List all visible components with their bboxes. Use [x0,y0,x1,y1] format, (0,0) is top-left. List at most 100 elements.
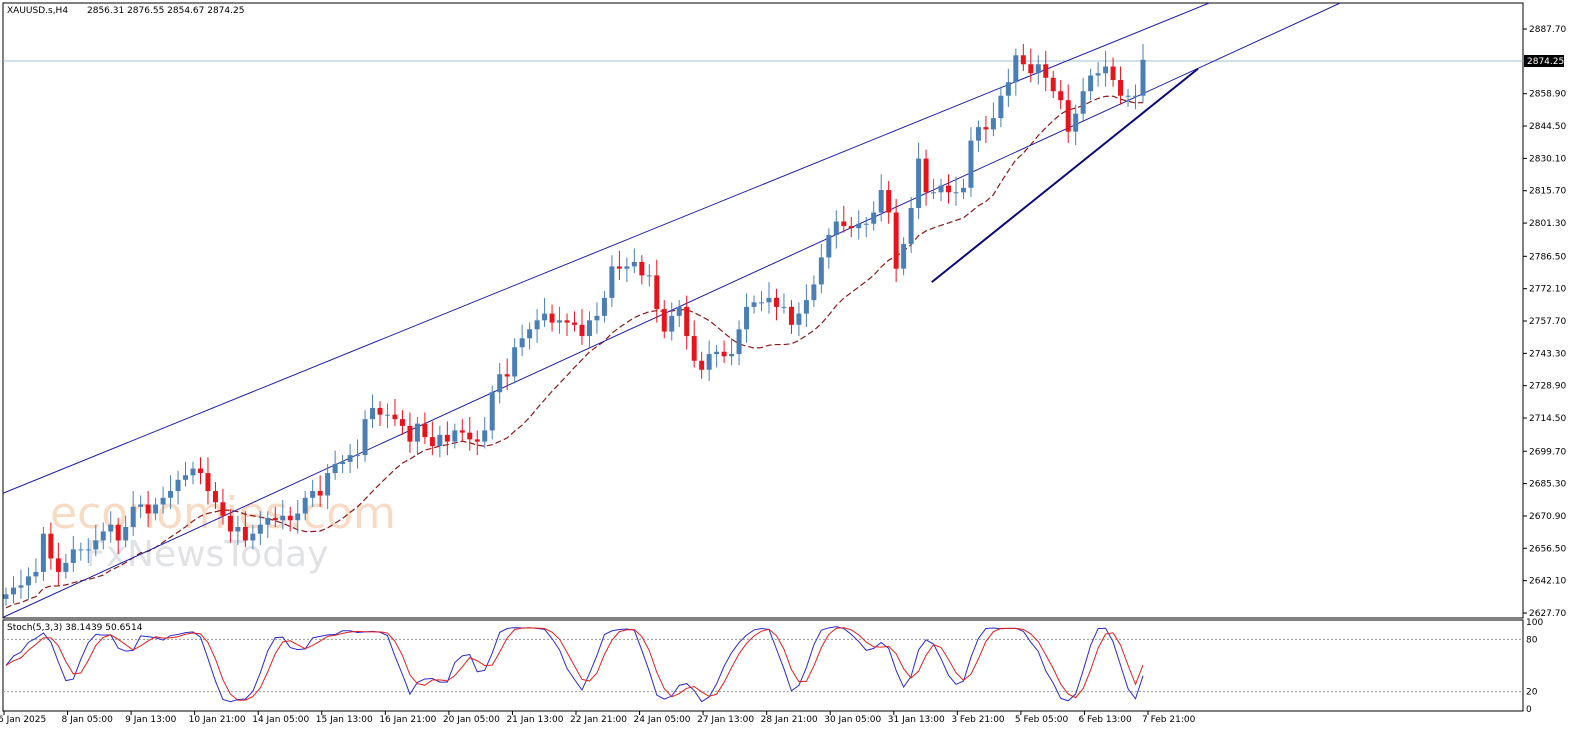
candle-body [18,585,24,588]
candle-body [362,419,368,456]
candle-body [1080,91,1086,114]
candle-body [377,407,383,415]
candle-body [220,502,226,516]
candle-body [841,221,847,226]
candle-body [878,190,884,213]
candle-body [1095,73,1101,76]
candle-body [504,374,510,377]
candle-body [714,351,720,355]
x-tick-label: 10 Jan 21:00 [189,715,246,725]
stoch-label: Stoch(5,3,3) 38.1439 50.6514 [7,623,143,633]
candle-body [811,284,817,301]
candle-body [422,423,428,438]
y-tick-label: 2714.50 [1529,414,1566,424]
candle-body [998,95,1004,119]
price-axis: 2887.70 2858.90 2844.50 2830.10 2815.70 2801.… [1523,25,1566,619]
candle-body [1140,59,1146,96]
candle-body [983,127,989,130]
candle-body [1088,75,1094,92]
stoch-lines [5,626,1144,703]
candle-body [586,320,592,337]
x-tick-label: 30 Jan 05:00 [824,715,881,725]
candle-body [1013,55,1019,83]
candle-body [624,266,630,269]
y-tick-label: 2656.50 [1529,544,1566,554]
candle-body [145,504,151,514]
candle-body [280,515,286,521]
y-tick-label: 2801.30 [1529,219,1566,229]
y-tick-label: 2685.30 [1529,480,1566,490]
candle-body [736,329,742,355]
x-tick-label: 22 Jan 21:00 [570,715,627,725]
candle-body [766,297,772,303]
candle-body [1043,64,1049,78]
current-price-tag [1524,55,1564,67]
candle-body [631,261,637,267]
y-tick-label: 2670.90 [1529,512,1566,522]
y-tick-label: 2858.90 [1529,90,1566,100]
y-tick-label: 2830.10 [1529,154,1566,164]
candle-body [317,491,323,496]
candle-body [512,347,518,377]
candle-body [399,419,405,426]
candle-body [744,306,750,330]
y-tick-label: 2642.10 [1529,577,1566,587]
candle-body [25,576,31,586]
candle-body [534,320,540,330]
stoch-signal-line [5,627,1144,701]
candle-body [639,261,645,276]
candle-body [414,423,420,442]
candle-body [93,540,99,550]
candle-body [901,243,907,269]
candle-body [1133,95,1139,97]
candle-body [1073,113,1079,132]
candle-body [100,531,106,541]
candle-body [661,309,667,332]
x-tick-label: 21 Jan 13:00 [506,715,563,725]
symbol-label: XAUUSD.s,H4 [7,6,68,16]
candle-body [78,549,84,551]
x-tick-label: 7 Feb 21:00 [1142,715,1196,725]
candle-body [190,468,196,476]
candle-body [796,313,802,325]
candle-body [721,351,727,357]
x-tick-label: 3 Feb 21:00 [951,715,1005,725]
candle-body [542,313,548,321]
y-tick-label: 2699.70 [1529,447,1566,457]
candle-body [1110,66,1116,80]
candle-body [871,212,877,224]
candle-body [759,302,765,304]
candle-body [70,549,76,563]
candle-body [138,504,144,507]
candle-body [923,158,929,193]
y-tick-label: 2844.50 [1529,122,1566,132]
candle-body [489,392,495,431]
candle-body [310,491,316,498]
candle-body [773,297,779,307]
watermark-fxnewstoday: FxNewsToday [85,534,328,575]
candle-body [3,594,9,599]
candle-body [706,354,712,370]
y-tick-label: 2728.90 [1529,382,1566,392]
candle-body [242,526,248,541]
candle-body [459,430,465,433]
y-tick-label: 2772.10 [1529,285,1566,295]
candle-body [108,524,114,532]
candle-body [235,526,241,532]
indicator-pane-frame [2,619,1524,712]
candle-body [1118,79,1124,96]
current-price-tag-text: 2874.25 [1527,57,1564,67]
candle-body [452,430,458,442]
y-tick-label: 2887.70 [1529,25,1566,35]
x-tick-label: 9 Jan 13:00 [125,715,177,725]
candle-body [347,455,353,462]
candle-body [654,275,660,310]
candle-body [10,587,16,595]
y-tick-label: 2743.30 [1529,349,1566,359]
candle-body [579,324,585,337]
candle-body [287,515,293,521]
candle-body [990,118,996,130]
candle-body [123,526,129,541]
x-tick-label: 15 Jan 13:00 [316,715,373,725]
